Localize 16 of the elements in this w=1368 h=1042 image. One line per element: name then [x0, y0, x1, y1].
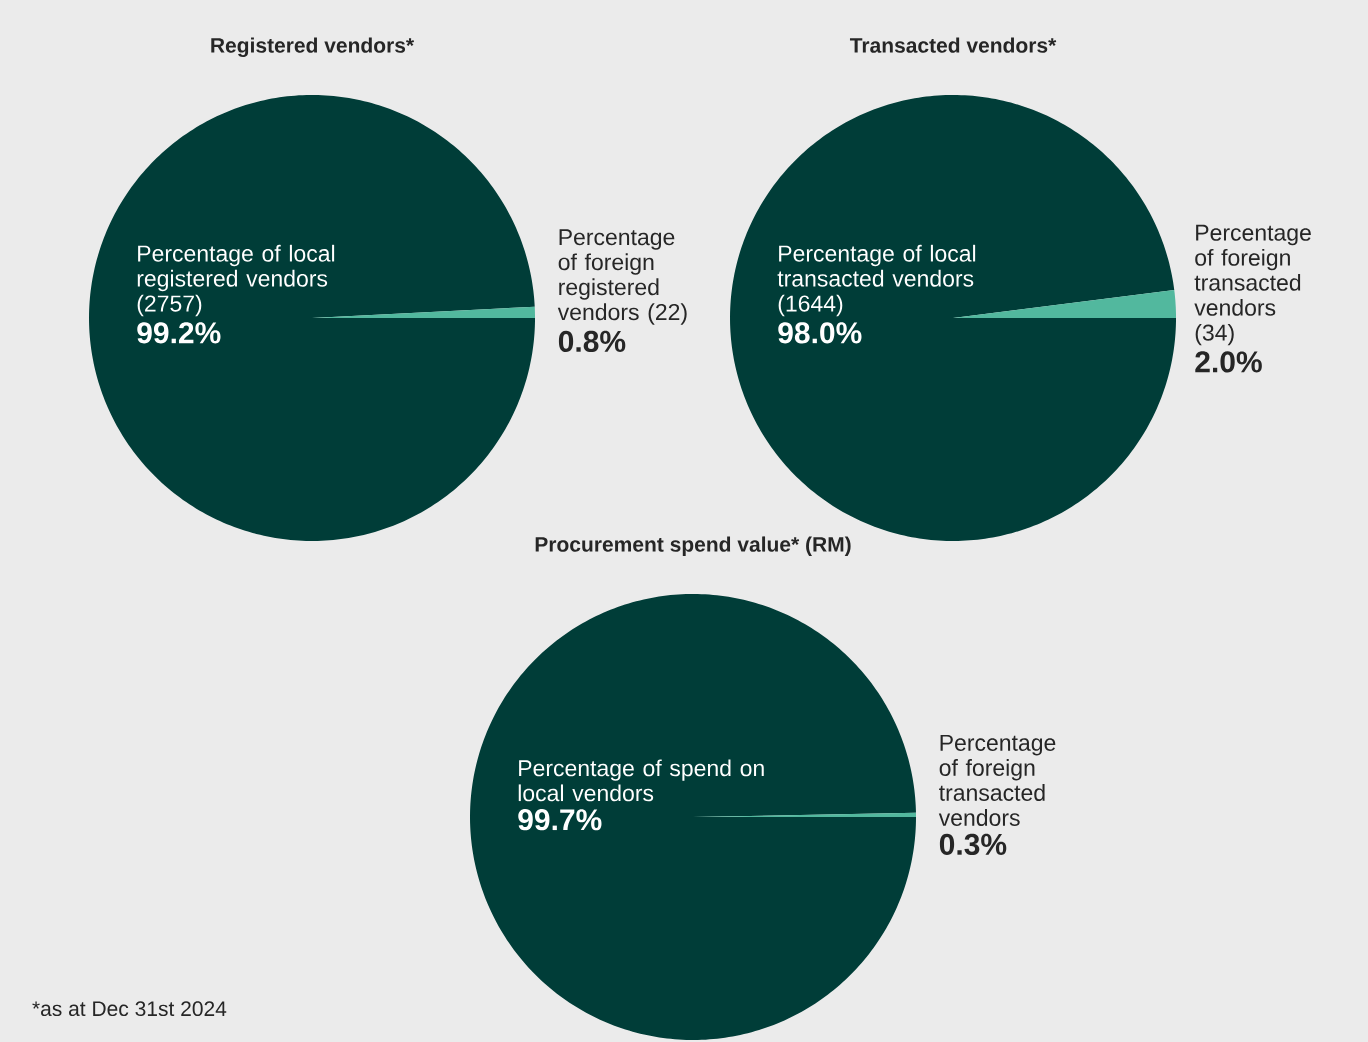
slice-label: Percentage of spend on local vendors	[518, 759, 764, 802]
data-label: 99.2%	[137, 322, 221, 344]
chart-title: Registered vendors*	[211, 37, 415, 58]
data-label: 0.8%	[558, 330, 626, 352]
data-label: 0.3%	[939, 833, 1007, 856]
data-label: 99.7%	[518, 809, 602, 831]
slice-label: Percentage of local registered vendors (2757)	[137, 244, 335, 317]
text: *as at Dec 31st 2024	[32, 1001, 227, 1017]
chart-title: Procurement spend value* (RM)	[535, 536, 851, 556]
data-label: 98.0%	[778, 322, 862, 344]
slice-label: Percentage of local transacted vendors (1644)	[777, 244, 976, 317]
slice-label: Percentage of foreign transacted vendors	[938, 734, 1056, 826]
slice-label: Percentage of foreign transacted vendors (34)	[1194, 224, 1311, 346]
slice-label: Percentage of foreign registered vendors (22)	[557, 229, 687, 325]
data-label: 2.0%	[1195, 351, 1262, 373]
chart-title: Transacted vendors*	[849, 37, 1057, 53]
